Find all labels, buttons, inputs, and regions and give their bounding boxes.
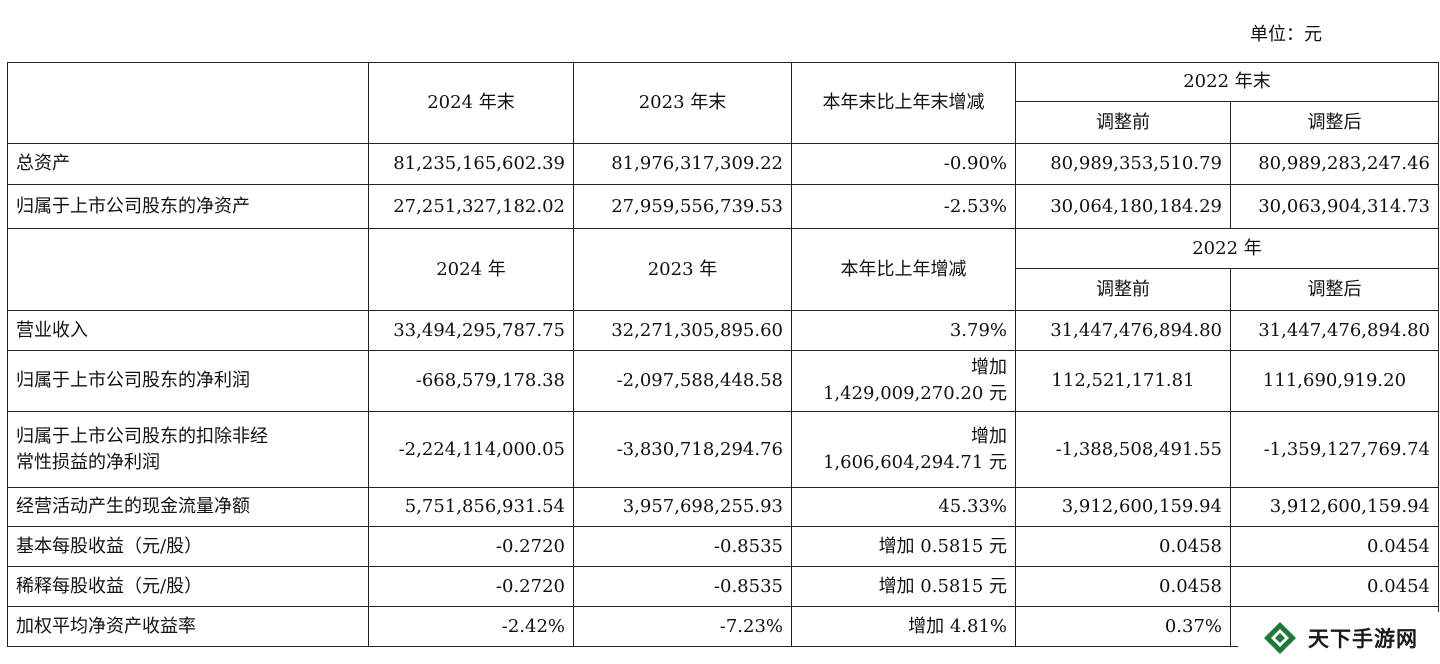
cell-before: 0.0458 xyxy=(1015,566,1231,607)
cell-2023: 32,271,305,895.60 xyxy=(573,310,792,351)
row-label: 基本每股收益（元/股） xyxy=(7,526,369,567)
cell-2024: -0.2720 xyxy=(368,526,574,567)
table-row: 归属于上市公司股东的扣除非经 常性损益的净利润 -2,224,114,000.0… xyxy=(7,411,1439,488)
cell-after: 0.0454 xyxy=(1230,566,1439,607)
cell-change: 增加 1,606,604,294.71 元 xyxy=(791,411,1016,488)
header-change-end: 本年末比上年末增减 xyxy=(791,62,1016,144)
header-2022-end: 2022 年末 xyxy=(1015,62,1439,102)
cell-after: 3,912,600,159.94 xyxy=(1230,487,1439,527)
cell-after: 0.0454 xyxy=(1230,526,1439,567)
header-after-adjust: 调整后 xyxy=(1230,268,1439,311)
change-line-1: 增加 xyxy=(971,425,1007,447)
header-change: 本年比上年增减 xyxy=(791,228,1016,311)
cell-2024: -668,579,178.38 xyxy=(368,350,574,412)
header-blank-cell xyxy=(7,62,369,144)
header-row-adjust: 调整前 调整后 xyxy=(8,268,1439,311)
row-label-line-1: 归属于上市公司股东的扣除非经 xyxy=(16,425,268,447)
financial-table: 2024 年末 2023 年末 本年末比上年末增减 2022 年末 调整前 调整… xyxy=(7,62,1439,647)
table-row: 总资产 81,235,165,602.39 81,976,317,309.22 … xyxy=(7,143,1439,185)
header-blank-cell xyxy=(7,228,369,311)
cell-2023: 81,976,317,309.22 xyxy=(573,143,792,185)
header-2023: 2023 年 xyxy=(573,228,792,311)
row-label: 总资产 xyxy=(7,143,369,185)
cell-after: 111,690,919.20 xyxy=(1230,350,1439,412)
row-label: 加权平均净资产收益率 xyxy=(7,606,369,647)
table-row: 营业收入 33,494,295,787.75 32,271,305,895.60… xyxy=(7,310,1439,351)
cell-change: -0.90% xyxy=(791,143,1016,185)
header-row-adjust: 调整前 调整后 xyxy=(8,101,1439,144)
cell-2023: -0.8535 xyxy=(573,526,792,567)
cell-2023: 27,959,556,739.53 xyxy=(573,184,792,229)
header-row-year-end: 2024 年末 2023 年末 本年末比上年末增减 2022 年末 xyxy=(7,62,1439,144)
header-2023-end: 2023 年末 xyxy=(573,62,792,144)
cell-change: 增加 0.5815 元 xyxy=(791,566,1016,607)
cell-before: 0.37% xyxy=(1015,606,1231,647)
cell-2023: -0.8535 xyxy=(573,566,792,607)
cell-before: 112,521,171.81 xyxy=(1015,350,1231,412)
cell-change: 3.79% xyxy=(791,310,1016,351)
header-2024-end: 2024 年末 xyxy=(368,62,574,144)
cell-2024: -2.42% xyxy=(368,606,574,647)
table-row: 基本每股收益（元/股） -0.2720 -0.8535 增加 0.5815 元 … xyxy=(7,526,1439,567)
header-row-year: 2024 年 2023 年 本年比上年增减 2022 年 xyxy=(7,228,1439,311)
cell-2024: 81,235,165,602.39 xyxy=(368,143,574,185)
watermark: 天下手游网 xyxy=(1238,612,1440,664)
table-row: 经营活动产生的现金流量净额 5,751,856,931.54 3,957,698… xyxy=(7,487,1439,527)
row-label: 归属于上市公司股东的净利润 xyxy=(7,350,369,412)
cell-2023: -2,097,588,448.58 xyxy=(573,350,792,412)
header-2024: 2024 年 xyxy=(368,228,574,311)
cell-change: 45.33% xyxy=(791,487,1016,527)
header-2022: 2022 年 xyxy=(1015,228,1439,269)
row-label: 归属于上市公司股东的净资产 xyxy=(7,184,369,229)
cell-2023: -7.23% xyxy=(573,606,792,647)
cell-after: -1,359,127,769.74 xyxy=(1230,411,1439,488)
watermark-text: 天下手游网 xyxy=(1308,627,1418,651)
cell-2024: 5,751,856,931.54 xyxy=(368,487,574,527)
header-after-adjust: 调整后 xyxy=(1230,101,1439,144)
cell-2024: 27,251,327,182.02 xyxy=(368,184,574,229)
change-line-2: 1,606,604,294.71 元 xyxy=(822,451,1007,473)
row-label: 经营活动产生的现金流量净额 xyxy=(7,487,369,527)
row-label: 归属于上市公司股东的扣除非经 常性损益的净利润 xyxy=(7,411,369,488)
cell-before: 80,989,353,510.79 xyxy=(1015,143,1231,185)
cell-2023: -3,830,718,294.76 xyxy=(573,411,792,488)
cell-before: -1,388,508,491.55 xyxy=(1015,411,1231,488)
change-line-1: 增加 xyxy=(971,357,1007,378)
table-row: 归属于上市公司股东的净利润 -668,579,178.38 -2,097,588… xyxy=(7,350,1439,412)
table-row: 稀释每股收益（元/股） -0.2720 -0.8535 增加 0.5815 元 … xyxy=(7,566,1439,607)
header-before-adjust: 调整前 xyxy=(1015,268,1231,311)
cell-before: 30,064,180,184.29 xyxy=(1015,184,1231,229)
table-row: 归属于上市公司股东的净资产 27,251,327,182.02 27,959,5… xyxy=(7,184,1439,229)
cell-before: 31,447,476,894.80 xyxy=(1015,310,1231,351)
cell-after: 31,447,476,894.80 xyxy=(1230,310,1439,351)
cell-after: 30,063,904,314.73 xyxy=(1230,184,1439,229)
cell-before: 0.0458 xyxy=(1015,526,1231,567)
cell-change: 增加 0.5815 元 xyxy=(791,526,1016,567)
cell-change: 增加 1,429,009,270.20 元 xyxy=(791,350,1016,412)
row-label: 稀释每股收益（元/股） xyxy=(7,566,369,607)
cell-2024: 33,494,295,787.75 xyxy=(368,310,574,351)
cell-change: 增加 4.81% xyxy=(791,606,1016,647)
diamond-logo-icon xyxy=(1264,622,1296,654)
cell-2024: -0.2720 xyxy=(368,566,574,607)
cell-2024: -2,224,114,000.05 xyxy=(368,411,574,488)
header-before-adjust: 调整前 xyxy=(1015,101,1231,144)
table-row: 加权平均净资产收益率 -2.42% -7.23% 增加 4.81% 0.37% xyxy=(7,606,1439,647)
cell-before: 3,912,600,159.94 xyxy=(1015,487,1231,527)
cell-2023: 3,957,698,255.93 xyxy=(573,487,792,527)
cell-change: -2.53% xyxy=(791,184,1016,229)
cell-after: 80,989,283,247.46 xyxy=(1230,143,1439,185)
row-label-line-2: 常性损益的净利润 xyxy=(16,451,160,473)
change-line-2: 1,429,009,270.20 元 xyxy=(822,383,1007,404)
unit-label: 单位：元 xyxy=(1250,24,1322,45)
row-label: 营业收入 xyxy=(7,310,369,351)
